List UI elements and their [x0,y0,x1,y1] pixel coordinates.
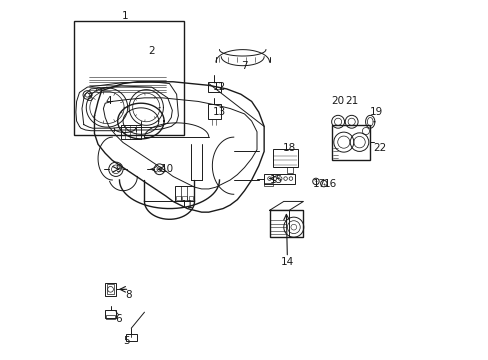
Text: 5: 5 [123,337,130,346]
Bar [286,167,292,173]
Text: 4: 4 [105,96,112,107]
Bar [105,310,116,318]
Text: 9: 9 [115,164,122,174]
Bar [264,183,272,186]
Bar [106,315,115,319]
Bar [207,104,220,119]
Text: 2: 2 [148,46,155,57]
Bar [264,174,294,184]
Text: 18: 18 [282,143,295,153]
Text: 15: 15 [269,175,283,185]
Bar [272,149,298,167]
Text: 1: 1 [122,11,128,21]
Text: 12: 12 [212,82,225,92]
Bar [269,210,303,237]
Bar [107,284,114,294]
Bar [105,283,116,296]
Text: 3: 3 [85,93,92,103]
Bar [176,196,180,201]
Text: 11: 11 [181,200,194,210]
Text: 6: 6 [115,314,122,324]
Text: 21: 21 [345,96,358,107]
Bar [207,82,220,93]
Text: 19: 19 [369,107,383,117]
Text: 22: 22 [373,143,386,153]
Bar [188,196,193,201]
Bar [182,196,186,201]
Text: 10: 10 [161,164,174,174]
Bar [175,186,194,202]
Text: 17: 17 [312,179,325,189]
Text: 14: 14 [280,257,293,267]
Bar [121,125,141,139]
Text: 13: 13 [212,107,225,117]
Text: 20: 20 [330,96,343,107]
Text: 16: 16 [323,179,336,189]
Text: 8: 8 [125,290,131,300]
Text: 7: 7 [241,61,247,71]
Bar [331,125,369,160]
Bar [125,334,136,341]
Bar [74,21,184,135]
